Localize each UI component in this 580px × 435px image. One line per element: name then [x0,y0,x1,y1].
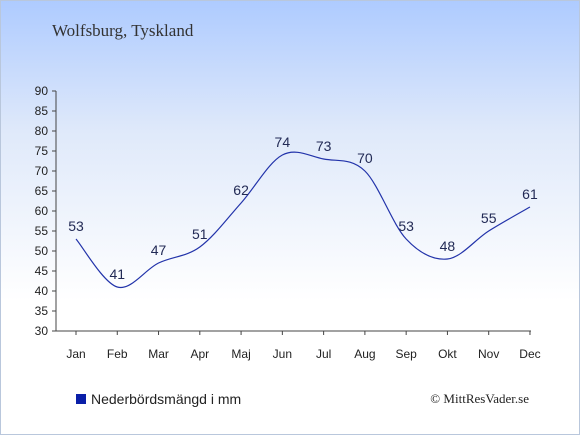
data-label: 55 [481,210,497,226]
data-label: 74 [275,134,291,150]
y-tick-label: 40 [35,284,49,298]
data-label: 53 [398,218,414,234]
x-tick-label: Sep [395,347,417,361]
chart-title: Wolfsburg, Tyskland [52,21,194,40]
data-label: 62 [233,182,249,198]
x-tick-label: Feb [107,347,128,361]
x-tick-label: Mar [148,347,169,361]
precipitation-line [75,151,531,288]
data-label: 41 [109,266,125,282]
y-tick-label: 75 [35,144,49,158]
legend: Nederbördsmängd i mm [76,391,241,407]
data-label: 70 [357,150,373,166]
data-label: 73 [316,138,332,154]
x-tick-label: Apr [190,347,209,361]
data-label: 48 [440,238,456,254]
x-tick-label: Okt [438,347,457,361]
y-tick-label: 80 [35,124,49,138]
y-tick-label: 60 [35,204,49,218]
y-tick-label: 45 [35,264,49,278]
data-label: 61 [522,186,538,202]
x-tick-label: Jun [273,347,292,361]
credit-text: © MittResVader.se [430,391,529,406]
data-labels: 53 41 47 51 62 74 73 70 53 48 55 61 [68,134,538,282]
data-label: 47 [151,242,167,258]
x-tick-label: Aug [354,347,375,361]
x-axis-ticks: Jan Feb Mar Apr Maj Jun Jul Aug Sep Okt Nov Dec [66,331,541,361]
y-tick-label: 30 [35,324,49,338]
y-tick-label: 65 [35,184,49,198]
y-tick-label: 55 [35,224,49,238]
x-tick-label: Jan [66,347,85,361]
y-tick-label: 50 [35,244,49,258]
y-tick-label: 35 [35,304,49,318]
data-label: 51 [192,226,208,242]
x-tick-label: Dec [519,347,540,361]
legend-swatch [76,394,86,404]
y-axis-ticks: 30 35 40 45 50 55 60 65 70 75 80 85 90 [35,84,56,338]
x-tick-label: Maj [231,347,250,361]
y-tick-label: 70 [35,164,49,178]
x-tick-label: Jul [316,347,331,361]
y-tick-label: 85 [35,104,49,118]
data-label: 53 [68,218,84,234]
y-tick-label: 90 [35,84,49,98]
x-tick-label: Nov [478,347,499,361]
legend-label: Nederbördsmängd i mm [91,391,242,407]
